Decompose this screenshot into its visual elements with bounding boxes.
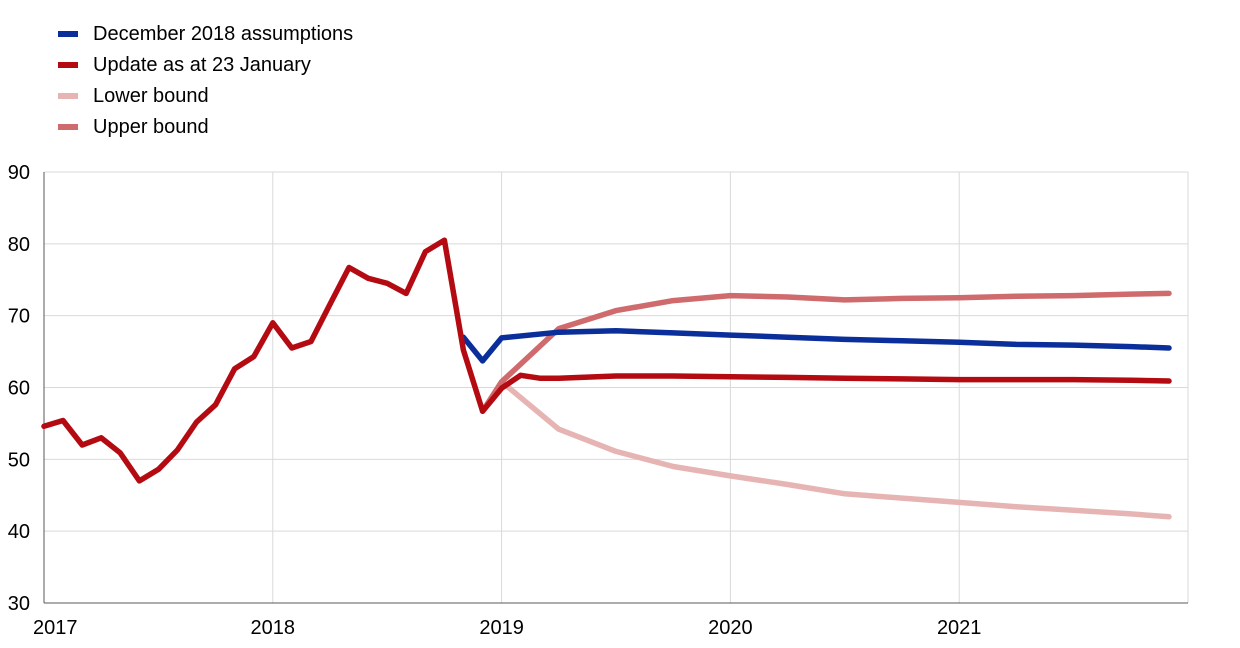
y-tick-label: 70: [8, 306, 30, 328]
series-line-lower-bound: [479, 379, 1172, 520]
y-tick-label: 50: [8, 449, 30, 471]
gridlines: [43, 171, 1189, 604]
legend-label: Update as at 23 January: [93, 53, 311, 76]
y-tick-label: 60: [8, 378, 30, 400]
legend-swatch: [58, 61, 78, 68]
legend-label: Upper bound: [93, 115, 209, 138]
legend-item: Lower bound: [58, 80, 353, 111]
legend-label: December 2018 assumptions: [93, 22, 354, 45]
y-tick-label: 40: [8, 521, 30, 543]
series-line-update-as-at-23-january: [41, 237, 1172, 484]
legend-swatch: [58, 30, 78, 37]
x-tick-label: 2019: [479, 617, 524, 639]
y-tick-label: 90: [8, 162, 30, 184]
series-line-december-2018-assumptions: [460, 328, 1172, 364]
legend-swatch: [58, 123, 78, 130]
series-line-upper-bound: [479, 290, 1172, 414]
y-tick-label: 80: [8, 234, 30, 256]
x-tick-label: 2017: [33, 617, 78, 639]
x-tick-label: 2021: [937, 617, 982, 639]
legend-item: December 2018 assumptions: [58, 18, 353, 49]
legend-swatch: [58, 92, 78, 99]
x-tick-label: 2020: [708, 617, 753, 639]
axes: 30 40 50 60 70 80 90 2017 2018 2019 2020 2021: [8, 162, 1188, 639]
legend-item: Update as at 23 January: [58, 49, 353, 80]
chart-legend: December 2018 assumptions Update as at 23…: [58, 18, 353, 142]
legend-label: Lower bound: [93, 84, 209, 107]
series-lines: [41, 237, 1172, 520]
x-tick-label: 2018: [251, 617, 296, 639]
legend-item: Upper bound: [58, 111, 353, 142]
y-tick-label: 30: [8, 593, 30, 615]
